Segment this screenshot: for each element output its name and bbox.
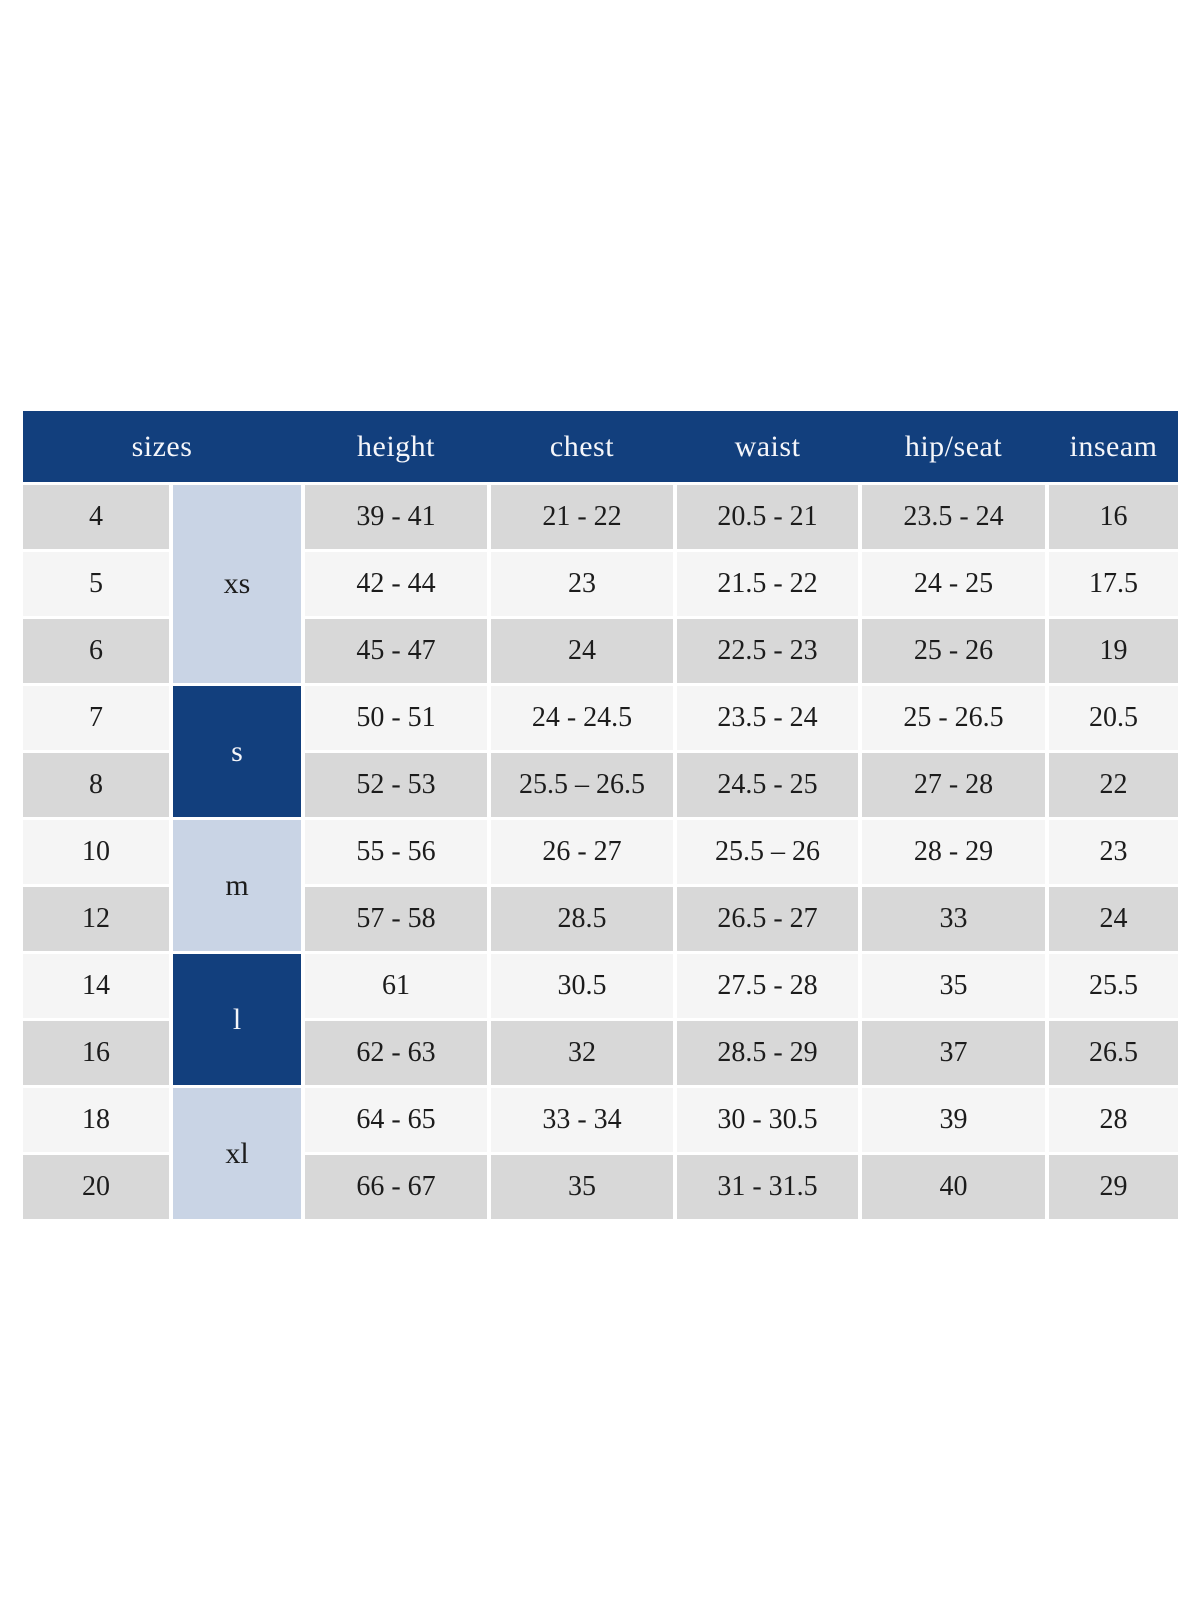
column-header-inseam: inseam <box>1069 429 1158 463</box>
cell-hip-seat: 28 - 29 <box>862 820 1045 884</box>
cell-height: 45 - 47 <box>305 619 487 683</box>
cell-chest: 23 <box>491 552 673 616</box>
cell-chest: 28.5 <box>491 887 673 951</box>
cell-inseam: 20.5 <box>1049 686 1178 750</box>
cell-hip-seat: 35 <box>862 954 1045 1018</box>
group-cell-xs: xs <box>173 485 301 683</box>
column-header-chest: chest <box>549 429 615 463</box>
cell-waist: 25.5 – 26 <box>677 820 858 884</box>
cell-waist: 21.5 - 22 <box>677 552 858 616</box>
cell-inseam: 24 <box>1049 887 1178 951</box>
cell-height: 50 - 51 <box>305 686 487 750</box>
cell-size: 5 <box>23 552 169 616</box>
cell-height: 66 - 67 <box>305 1155 487 1219</box>
cell-waist: 31 - 31.5 <box>677 1155 858 1219</box>
cell-size: 14 <box>23 954 169 1018</box>
cell-size: 12 <box>23 887 169 951</box>
cell-waist: 23.5 - 24 <box>677 686 858 750</box>
cell-chest: 25.5 – 26.5 <box>491 753 673 817</box>
cell-size: 6 <box>23 619 169 683</box>
cell-hip-seat: 25 - 26 <box>862 619 1045 683</box>
cell-inseam: 28 <box>1049 1088 1178 1152</box>
cell-inseam: 23 <box>1049 820 1178 884</box>
group-cell-l: l <box>173 954 301 1085</box>
cell-height: 64 - 65 <box>305 1088 487 1152</box>
cell-hip-seat: 23.5 - 24 <box>862 485 1045 549</box>
column-header-waist: waist <box>734 429 801 463</box>
cell-hip-seat: 33 <box>862 887 1045 951</box>
cell-height: 39 - 41 <box>305 485 487 549</box>
cell-hip-seat: 37 <box>862 1021 1045 1085</box>
cell-height: 42 - 44 <box>305 552 487 616</box>
group-cell-s: s <box>173 686 301 817</box>
cell-chest: 30.5 <box>491 954 673 1018</box>
cell-chest: 33 - 34 <box>491 1088 673 1152</box>
cell-size: 7 <box>23 686 169 750</box>
cell-height: 52 - 53 <box>305 753 487 817</box>
cell-height: 55 - 56 <box>305 820 487 884</box>
cell-inseam: 22 <box>1049 753 1178 817</box>
cell-inseam: 26.5 <box>1049 1021 1178 1085</box>
column-header-height: height <box>357 429 435 463</box>
cell-inseam: 25.5 <box>1049 954 1178 1018</box>
cell-chest: 21 - 22 <box>491 485 673 549</box>
cell-chest: 32 <box>491 1021 673 1085</box>
cell-waist: 26.5 - 27 <box>677 887 858 951</box>
size-chart-table: sizes height chest waist hip/seat inseam… <box>23 411 1178 1219</box>
cell-chest: 24 - 24.5 <box>491 686 673 750</box>
cell-chest: 24 <box>491 619 673 683</box>
group-cell-m: m <box>173 820 301 951</box>
cell-inseam: 16 <box>1049 485 1178 549</box>
table-header-row: sizes height chest waist hip/seat inseam <box>23 411 1178 482</box>
cell-size: 16 <box>23 1021 169 1085</box>
cell-hip-seat: 39 <box>862 1088 1045 1152</box>
cell-height: 61 <box>305 954 487 1018</box>
column-header-sizes: sizes <box>131 429 193 463</box>
cell-hip-seat: 40 <box>862 1155 1045 1219</box>
column-header-hip-seat: hip/seat <box>904 429 1003 463</box>
cell-inseam: 29 <box>1049 1155 1178 1219</box>
cell-waist: 27.5 - 28 <box>677 954 858 1018</box>
cell-waist: 28.5 - 29 <box>677 1021 858 1085</box>
cell-chest: 26 - 27 <box>491 820 673 884</box>
cell-height: 57 - 58 <box>305 887 487 951</box>
cell-waist: 24.5 - 25 <box>677 753 858 817</box>
cell-size: 10 <box>23 820 169 884</box>
cell-size: 4 <box>23 485 169 549</box>
cell-size: 20 <box>23 1155 169 1219</box>
cell-waist: 30 - 30.5 <box>677 1088 858 1152</box>
cell-inseam: 17.5 <box>1049 552 1178 616</box>
cell-hip-seat: 24 - 25 <box>862 552 1045 616</box>
cell-hip-seat: 27 - 28 <box>862 753 1045 817</box>
cell-size: 8 <box>23 753 169 817</box>
cell-height: 62 - 63 <box>305 1021 487 1085</box>
cell-inseam: 19 <box>1049 619 1178 683</box>
cell-waist: 22.5 - 23 <box>677 619 858 683</box>
group-cell-xl: xl <box>173 1088 301 1219</box>
cell-hip-seat: 25 - 26.5 <box>862 686 1045 750</box>
cell-size: 18 <box>23 1088 169 1152</box>
cell-waist: 20.5 - 21 <box>677 485 858 549</box>
cell-chest: 35 <box>491 1155 673 1219</box>
